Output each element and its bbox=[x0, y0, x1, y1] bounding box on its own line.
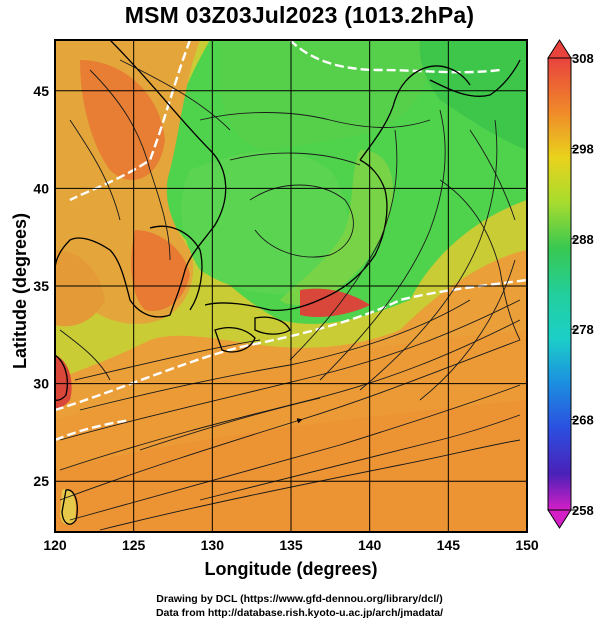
y-tick-label: 35 bbox=[33, 278, 49, 294]
x-tick-labels: 120 125 130 135 140 145 150 bbox=[43, 537, 539, 553]
y-tick-label: 40 bbox=[33, 180, 49, 196]
credit-data-source: Data from http://database.rish.kyoto-u.a… bbox=[155, 607, 444, 619]
colorbar-tick-label: 258 bbox=[572, 503, 594, 518]
x-tick-label: 135 bbox=[279, 537, 303, 553]
y-axis-label: Latitude (degrees) bbox=[10, 212, 30, 370]
colorbar-tick-label: 308 bbox=[572, 51, 594, 66]
wind-streamlines bbox=[59, 59, 521, 531]
x-axis-label: Longitude (degrees) bbox=[204, 559, 378, 579]
credit-drawing: Drawing by DCL (https://www.gfd-dennou.o… bbox=[156, 593, 443, 605]
x-tick-label: 140 bbox=[358, 537, 382, 553]
x-tick-label: 145 bbox=[437, 537, 461, 553]
x-tick-label: 130 bbox=[201, 537, 225, 553]
coastlines bbox=[55, 40, 521, 525]
colorbar-tick-label: 268 bbox=[572, 413, 594, 428]
y-tick-labels: 25 30 35 40 45 bbox=[33, 83, 49, 489]
y-tick-label: 25 bbox=[33, 473, 49, 489]
colorbar-tick-labels: 308 298 288 278 268 258 bbox=[571, 51, 594, 518]
x-tick-label: 120 bbox=[43, 537, 67, 553]
colorbar-tick-label: 288 bbox=[572, 232, 594, 247]
chart-title: MSM 03Z03Jul2023 (1013.2hPa) bbox=[124, 2, 475, 28]
map-grid bbox=[55, 40, 527, 532]
colorbar-gradient bbox=[547, 57, 572, 511]
x-tick-label: 125 bbox=[122, 537, 146, 553]
colorbar-min-arrow bbox=[547, 509, 572, 529]
colorbar-tick-label: 298 bbox=[572, 141, 594, 156]
y-tick-label: 45 bbox=[33, 83, 49, 99]
colorbar-max-arrow bbox=[547, 39, 572, 59]
colorbar: 308 298 288 278 268 258 bbox=[547, 39, 594, 529]
x-tick-label: 150 bbox=[515, 537, 539, 553]
colorbar-tick-label: 278 bbox=[572, 322, 594, 337]
y-tick-label: 30 bbox=[33, 376, 49, 392]
isotherm-lines bbox=[55, 40, 527, 442]
plot-frame bbox=[54, 39, 528, 533]
